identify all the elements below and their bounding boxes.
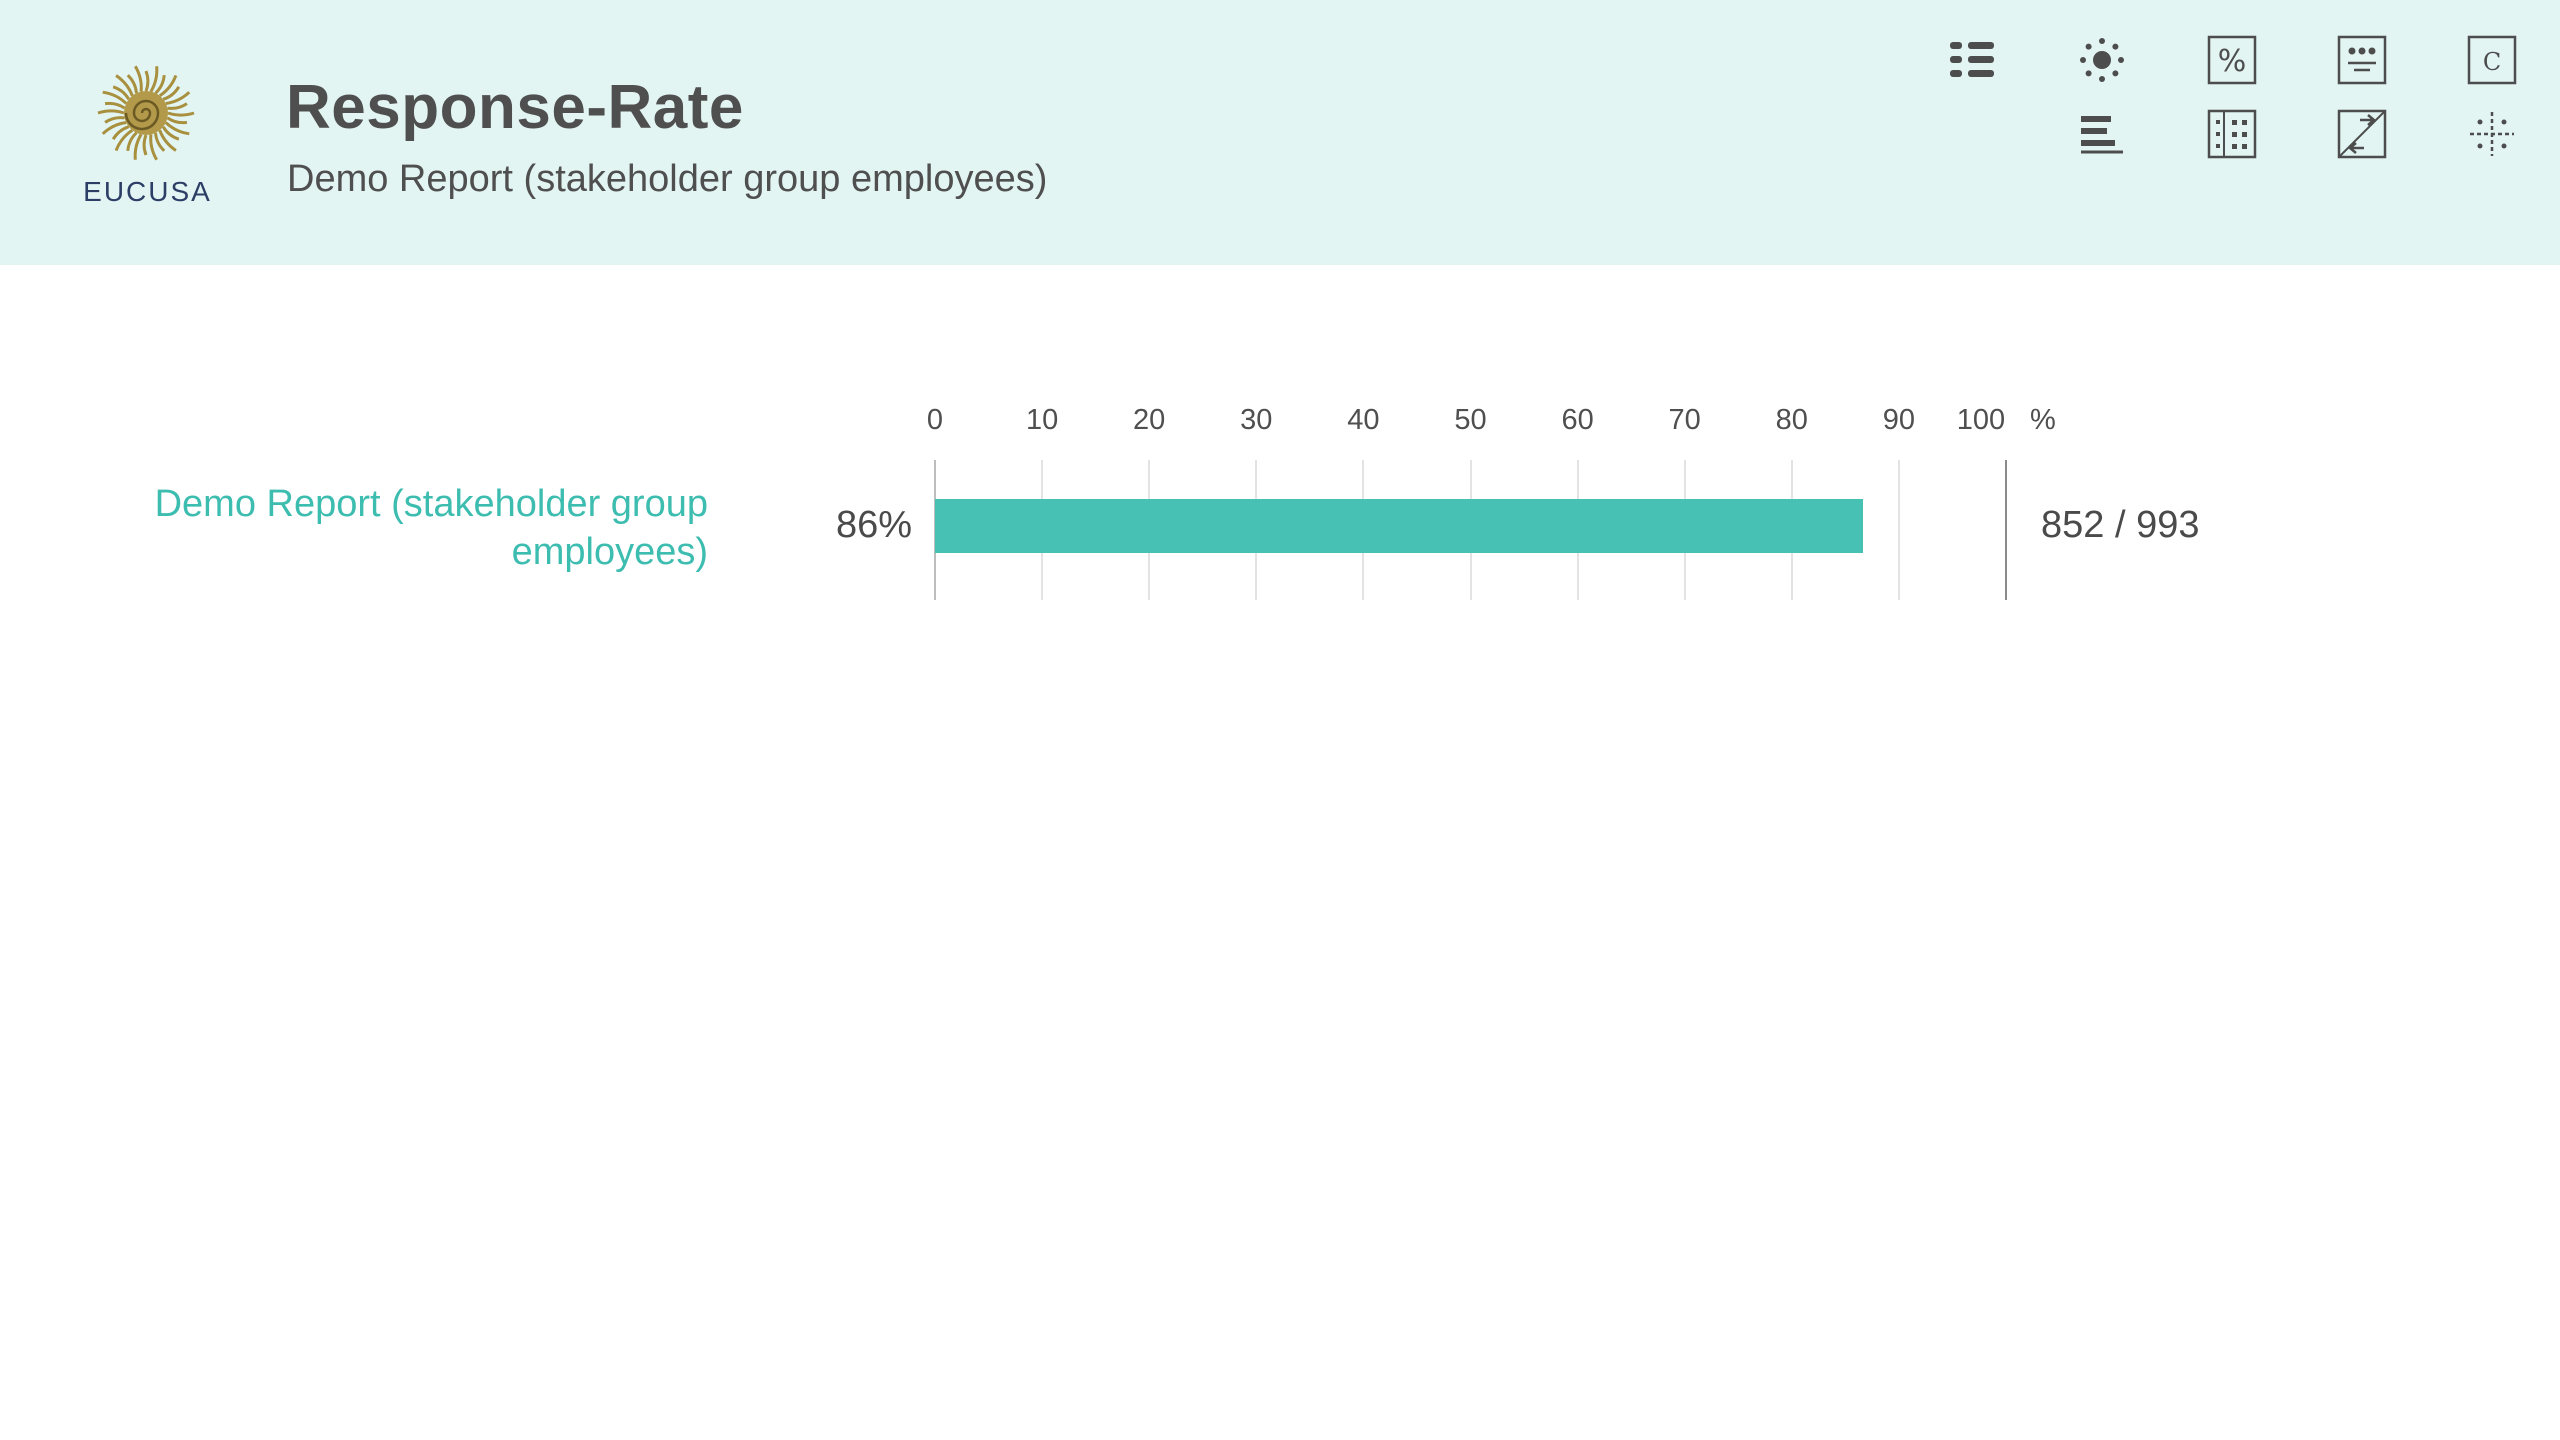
brightness-icon[interactable]	[2072, 30, 2132, 90]
x-tick-label: 80	[1775, 404, 1808, 436]
eucusa-logo: EUCUSA	[70, 58, 230, 208]
x-tick-label: 70	[1668, 404, 1701, 436]
sparkle-icon[interactable]	[2462, 104, 2522, 164]
svg-text:C: C	[2483, 48, 2501, 76]
x-tick-label: 50	[1454, 404, 1487, 436]
bar-count-label: 852 / 993	[2041, 504, 2200, 546]
gridline	[2005, 460, 2007, 600]
x-tick-label: 0	[926, 404, 944, 436]
comment-box-icon[interactable]	[2332, 30, 2392, 90]
category-label: Demo Report (stakeholder group employees…	[154, 483, 708, 573]
x-tick-label: 40	[1347, 404, 1380, 436]
c-box-icon[interactable]: C	[2462, 30, 2522, 90]
percent-icon[interactable]: %	[2202, 30, 2262, 90]
sun-spiral-icon	[97, 65, 195, 161]
x-tick-label: 10	[1025, 404, 1059, 436]
axis-unit-label: %	[2030, 404, 2056, 436]
logo-text: EUCUSA	[83, 176, 212, 207]
x-tick-label: 20	[1133, 404, 1166, 436]
bar-sort-icon[interactable]	[2072, 104, 2132, 164]
response-rate-chart: Demo Report (stakeholder group employees…	[0, 380, 2560, 620]
x-tick-label: 90	[1882, 404, 1916, 436]
response-rate-bar[interactable]	[935, 499, 1864, 553]
gridline	[1897, 460, 1900, 600]
x-tick-label: 30	[1240, 404, 1273, 436]
report-header: EUCUSA Response-Rate Demo Report (stakeh…	[0, 0, 2560, 265]
x-tick-label: 100	[1956, 404, 2006, 436]
x-tick-label: 60	[1561, 404, 1594, 436]
page-title: Response-Rate	[286, 73, 744, 142]
list-view-icon[interactable]	[1942, 30, 2002, 90]
swap-arrows-icon[interactable]	[2332, 104, 2392, 164]
page-subtitle: Demo Report (stakeholder group employees…	[287, 158, 1048, 200]
grid-table-icon[interactable]	[2202, 104, 2262, 164]
bar-value-label: 86%	[835, 504, 912, 546]
svg-text:%: %	[2218, 44, 2247, 79]
